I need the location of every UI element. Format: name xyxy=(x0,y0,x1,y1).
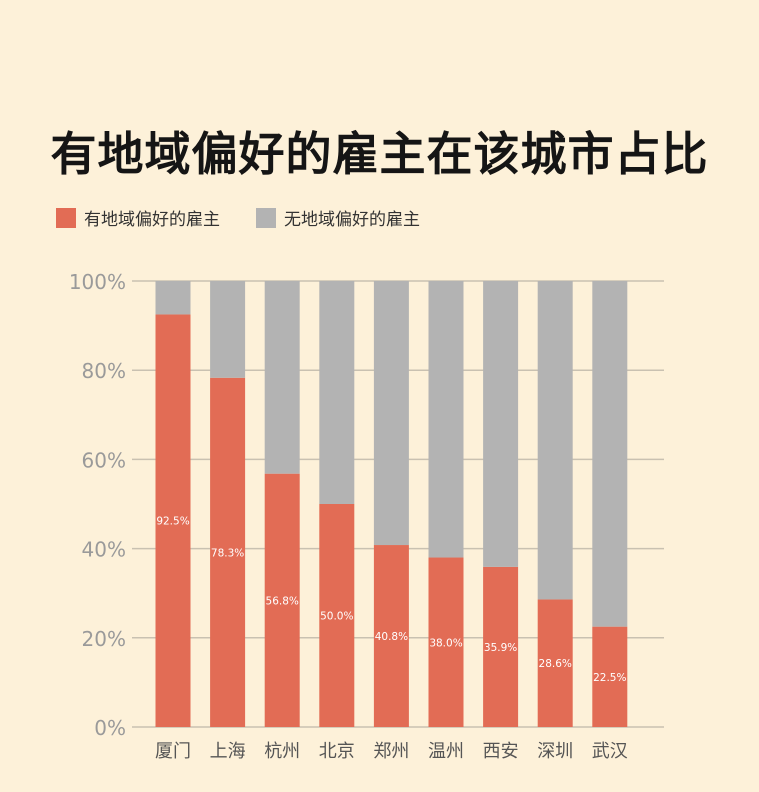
bar-preferred-3 xyxy=(319,504,355,727)
data-label-7: 28.6% xyxy=(539,658,572,670)
y-tick-label-1: 20% xyxy=(82,627,126,651)
bar-no-preference-2 xyxy=(264,281,300,474)
bar-preferred-8 xyxy=(592,626,628,727)
data-label-3: 50.0% xyxy=(320,611,353,623)
bar-preferred-6 xyxy=(483,566,519,727)
bar-no-preference-7 xyxy=(537,281,573,600)
y-tick-label-2: 40% xyxy=(82,538,126,562)
bar-no-preference-1 xyxy=(210,281,246,378)
x-tick-label-1: 上海 xyxy=(210,741,246,762)
legend-swatch-preferred xyxy=(56,207,76,228)
y-tick-label-4: 80% xyxy=(82,359,126,383)
x-tick-label-0: 厦门 xyxy=(155,741,191,762)
y-tick-label-5: 100% xyxy=(69,270,126,294)
x-tick-label-3: 北京 xyxy=(319,741,355,762)
bar-no-preference-3 xyxy=(319,281,355,504)
chart-legend: 有地域偏好的雇主 无地域偏好的雇主 xyxy=(56,205,456,230)
data-label-2: 56.8% xyxy=(266,595,299,607)
bar-no-preference-6 xyxy=(483,281,519,567)
bar-preferred-2 xyxy=(264,473,300,727)
bar-preferred-4 xyxy=(373,545,409,727)
bar-no-preference-5 xyxy=(428,281,464,558)
x-tick-label-5: 温州 xyxy=(428,741,464,762)
x-tick-label-6: 西安 xyxy=(483,741,519,762)
bar-preferred-0 xyxy=(155,314,191,727)
data-label-8: 22.5% xyxy=(593,672,626,684)
data-label-0: 92.5% xyxy=(156,516,189,528)
data-label-6: 35.9% xyxy=(484,642,517,654)
legend-label-no-preference: 无地域偏好的雇主 xyxy=(284,210,420,230)
bar-preferred-7 xyxy=(537,599,573,727)
y-tick-label-0: 0% xyxy=(94,716,126,740)
data-label-5: 38.0% xyxy=(429,637,462,649)
legend-item-preferred: 有地域偏好的雇主 xyxy=(56,205,220,230)
legend-swatch-no-preference xyxy=(256,207,276,228)
y-tick-label-3: 60% xyxy=(82,448,126,472)
x-tick-label-8: 武汉 xyxy=(592,741,628,762)
bar-no-preference-4 xyxy=(373,281,409,546)
x-tick-label-7: 深圳 xyxy=(537,741,573,762)
data-label-1: 78.3% xyxy=(211,547,244,559)
bar-preferred-1 xyxy=(210,377,246,727)
x-tick-label-2: 杭州 xyxy=(264,741,300,762)
bar-no-preference-8 xyxy=(592,281,628,627)
data-label-4: 40.8% xyxy=(375,631,408,643)
bar-no-preference-0 xyxy=(155,281,191,315)
bar-preferred-5 xyxy=(428,557,464,727)
x-tick-label-4: 郑州 xyxy=(373,741,409,762)
legend-label-preferred: 有地域偏好的雇主 xyxy=(84,210,220,230)
legend-item-no-preference: 无地域偏好的雇主 xyxy=(256,205,420,230)
chart-title: 有地域偏好的雇主在该城市占比 xyxy=(50,127,709,181)
